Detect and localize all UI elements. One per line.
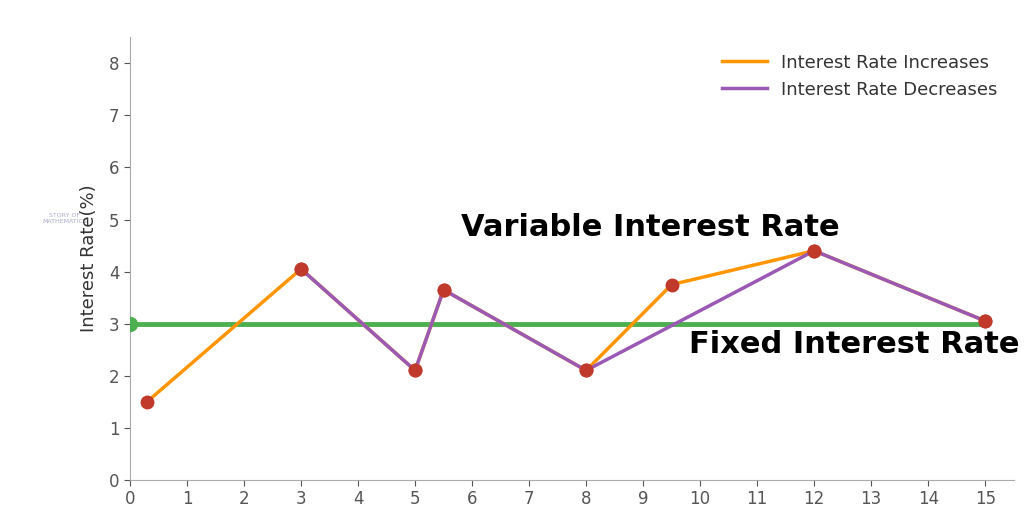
Y-axis label: Interest Rate(%): Interest Rate(%) <box>80 185 98 332</box>
Legend: Interest Rate Increases, Interest Rate Decreases: Interest Rate Increases, Interest Rate D… <box>715 47 1005 106</box>
Text: Variable Interest Rate: Variable Interest Rate <box>461 213 840 242</box>
Text: Fixed Interest Rate: Fixed Interest Rate <box>689 330 1019 359</box>
Text: SOM: SOM <box>40 143 90 162</box>
Text: STORY OF
MATHEMATICS: STORY OF MATHEMATICS <box>43 213 87 224</box>
